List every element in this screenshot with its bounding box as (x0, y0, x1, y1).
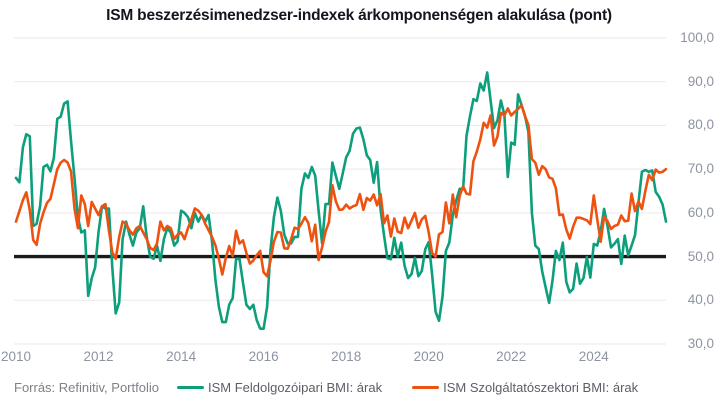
x-tick-label: 2022 (496, 349, 527, 364)
y-tick-label: 60,0 (687, 204, 714, 220)
legend-item-manufacturing[interactable]: ISM Feldolgozóipari BMI: árak (176, 380, 383, 395)
chart-footer: Forrás: Refinitiv, Portfolio ISM Feldolg… (14, 380, 716, 395)
legend-swatch-services-icon (412, 385, 440, 390)
y-tick-label: 30,0 (687, 336, 714, 351)
y-tick-label: 100,0 (680, 30, 714, 45)
x-tick-label: 2010 (0, 349, 32, 364)
source-label: Forrás: Refinitiv, Portfolio (14, 380, 159, 395)
legend-swatch-manufacturing-icon (176, 385, 204, 390)
series-line-services (14, 104, 668, 278)
series-line-manufacturing (14, 71, 668, 330)
y-tick-label: 40,0 (687, 292, 714, 308)
x-tick-label: 2024 (578, 349, 609, 364)
x-tick-label: 2012 (83, 349, 114, 364)
y-tick-label: 80,0 (687, 117, 714, 133)
legend-label-manufacturing: ISM Feldolgozóipari BMI: árak (207, 380, 383, 395)
y-tick-label: 70,0 (687, 161, 714, 177)
legend-label-services: ISM Szolgáltatószektori BMI: árak (443, 380, 639, 395)
chart-title: ISM beszerzésimenedzser-indexek árkompon… (106, 7, 612, 24)
x-tick-label: 2020 (413, 349, 444, 364)
legend-item-services[interactable]: ISM Szolgáltatószektori BMI: árak (412, 380, 638, 395)
y-tick-label: 50,0 (687, 248, 714, 264)
x-tick-label: 2018 (331, 349, 362, 364)
y-tick-label: 90,0 (687, 73, 714, 89)
x-tick-label: 2016 (248, 349, 279, 364)
x-tick-label: 2014 (166, 349, 197, 364)
